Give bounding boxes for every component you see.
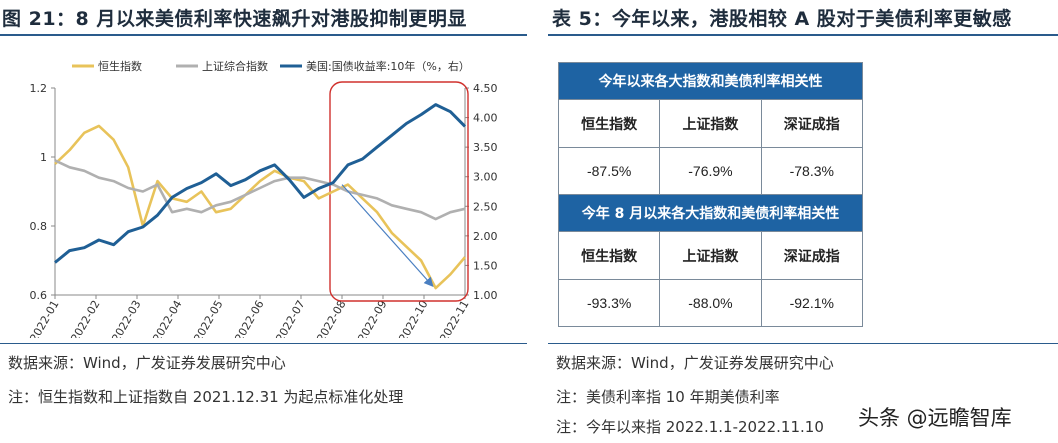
x-tick-label: 2022-01 (27, 298, 61, 338)
x-tick-label: 2022-08 (314, 298, 348, 338)
table-header-szse: 深证成指 (760, 231, 864, 280)
y-right-tick-label: 3.50 (473, 141, 498, 154)
y-right-tick-label: 2.00 (473, 230, 498, 243)
line-chart: 0.6 0.8 1 1.2 1.00 1.50 2.00 2.50 3.00 3.50 4.00 4.… (27, 59, 498, 338)
left-title-rule (0, 34, 527, 36)
table-header-szse: 深证成指 (760, 99, 864, 148)
table-header-hsi: 恒生指数 (557, 99, 661, 148)
y-left-tick-label: 1 (40, 151, 47, 164)
chart-figure-title: 图 21：8 月以来美债利率快速飙升对港股抑制更明显 (2, 8, 467, 30)
left-note: 注：恒生指数和上证指数自 2021.12.31 为起点标准化处理 (8, 388, 404, 406)
y-left-tick-label: 1.2 (30, 82, 48, 95)
left-footer-rule (0, 343, 527, 344)
legend-label: 恒生指数 (98, 59, 142, 73)
table-header-sse: 上证指数 (659, 231, 762, 280)
y-right-tick-label: 3.00 (473, 171, 498, 184)
table-header-hsi: 恒生指数 (557, 231, 661, 280)
x-tick-label: 2022-04 (150, 298, 184, 338)
table-cell: -87.5% (557, 147, 661, 195)
right-title-rule (548, 34, 1058, 36)
table-band-ytd: 今年以来各大指数和美债利率相关性 (558, 62, 863, 100)
table-cell: -93.3% (557, 279, 661, 327)
x-tick-label: 2022-10 (396, 298, 430, 338)
right-note-1: 注：美债利率指 10 年期美债利率 (556, 388, 780, 406)
legend-label: 美国:国债收益率:10年（%，右） (306, 59, 470, 73)
series-line-2 (54, 103, 467, 264)
y-right-tick-label: 2.50 (473, 200, 498, 213)
right-source: 数据来源：Wind，广发证券发展研究中心 (556, 354, 834, 372)
table-cell: -88.0% (659, 279, 762, 327)
x-tick-label: 2022-03 (109, 298, 143, 338)
y-right-tick-label: 1.50 (473, 259, 498, 272)
y-right-tick-label: 4.50 (473, 82, 498, 95)
x-tick-label: 2022-07 (273, 298, 307, 338)
series-line-0 (54, 124, 466, 290)
x-tick-label: 2022-11 (437, 298, 471, 338)
x-tick-label: 2022-09 (355, 298, 389, 338)
y-right-tick-label: 4.00 (473, 112, 498, 125)
right-note-2: 注：今年以来指 2022.1.1-2022.11.10 (556, 418, 824, 436)
legend-label: 上证综合指数 (202, 59, 268, 73)
watermark: 头条 @远瞻智库 (858, 406, 1012, 430)
left-source: 数据来源：Wind，广发证券发展研究中心 (8, 354, 286, 372)
highlight-box (329, 81, 469, 302)
table-cell: -76.9% (659, 147, 762, 195)
y-left-tick-label: 0.6 (30, 289, 48, 302)
table-figure-title: 表 5：今年以来，港股相较 A 股对于美债利率更敏感 (552, 8, 1012, 30)
table-header-sse: 上证指数 (659, 99, 762, 148)
x-tick-label: 2022-06 (232, 298, 266, 338)
x-tick-label: 2022-02 (68, 298, 102, 338)
table-cell: -92.1% (760, 279, 864, 327)
table-cell: -78.3% (760, 147, 864, 195)
y-left-tick-label: 0.8 (30, 220, 48, 233)
trend-arrow (341, 184, 434, 287)
correlation-table: 今年以来各大指数和美债利率相关性 恒生指数 上证指数 深证成指 -87.5% -… (557, 62, 864, 327)
table-band-since-august: 今年 8 月以来各大指数和美债利率相关性 (558, 194, 863, 232)
series-line-1 (54, 159, 466, 221)
x-tick-label: 2022-05 (191, 298, 225, 338)
right-footer-rule (548, 343, 1058, 344)
y-right-tick-label: 1.00 (473, 289, 498, 302)
